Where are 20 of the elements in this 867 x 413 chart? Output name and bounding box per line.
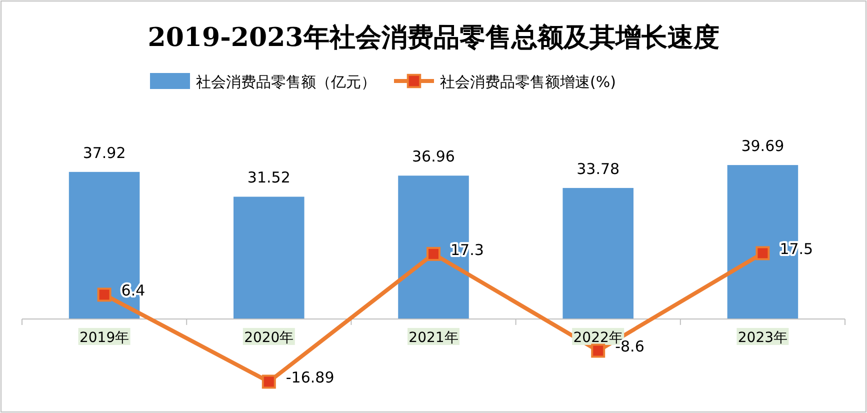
point (591, 344, 606, 358)
data-label: -16.89 (286, 368, 334, 387)
point (262, 374, 276, 389)
point (97, 288, 112, 302)
x-tick-label: 2021年 (408, 330, 458, 346)
x-tick-label: 2019年 (79, 330, 130, 346)
data-label: 37.92 (82, 144, 126, 162)
data-label: 39.69 (741, 137, 784, 156)
point (756, 246, 770, 260)
bar (234, 196, 304, 319)
x-tick-label: 2023年 (738, 330, 788, 346)
data-label: 31.52 (247, 168, 290, 187)
data-label: 33.78 (576, 160, 620, 178)
point (426, 246, 440, 261)
x-tick-label: 2020年 (244, 330, 294, 346)
legend-label: 社会消费品零售额（亿元） (196, 73, 376, 91)
legend-label: 社会消费品零售额增速(%) (440, 73, 616, 91)
data-label: 36.96 (412, 148, 455, 166)
bar (562, 188, 634, 319)
text: 2019-2023年社会消费品零售总额及其增长速度 (148, 23, 720, 53)
